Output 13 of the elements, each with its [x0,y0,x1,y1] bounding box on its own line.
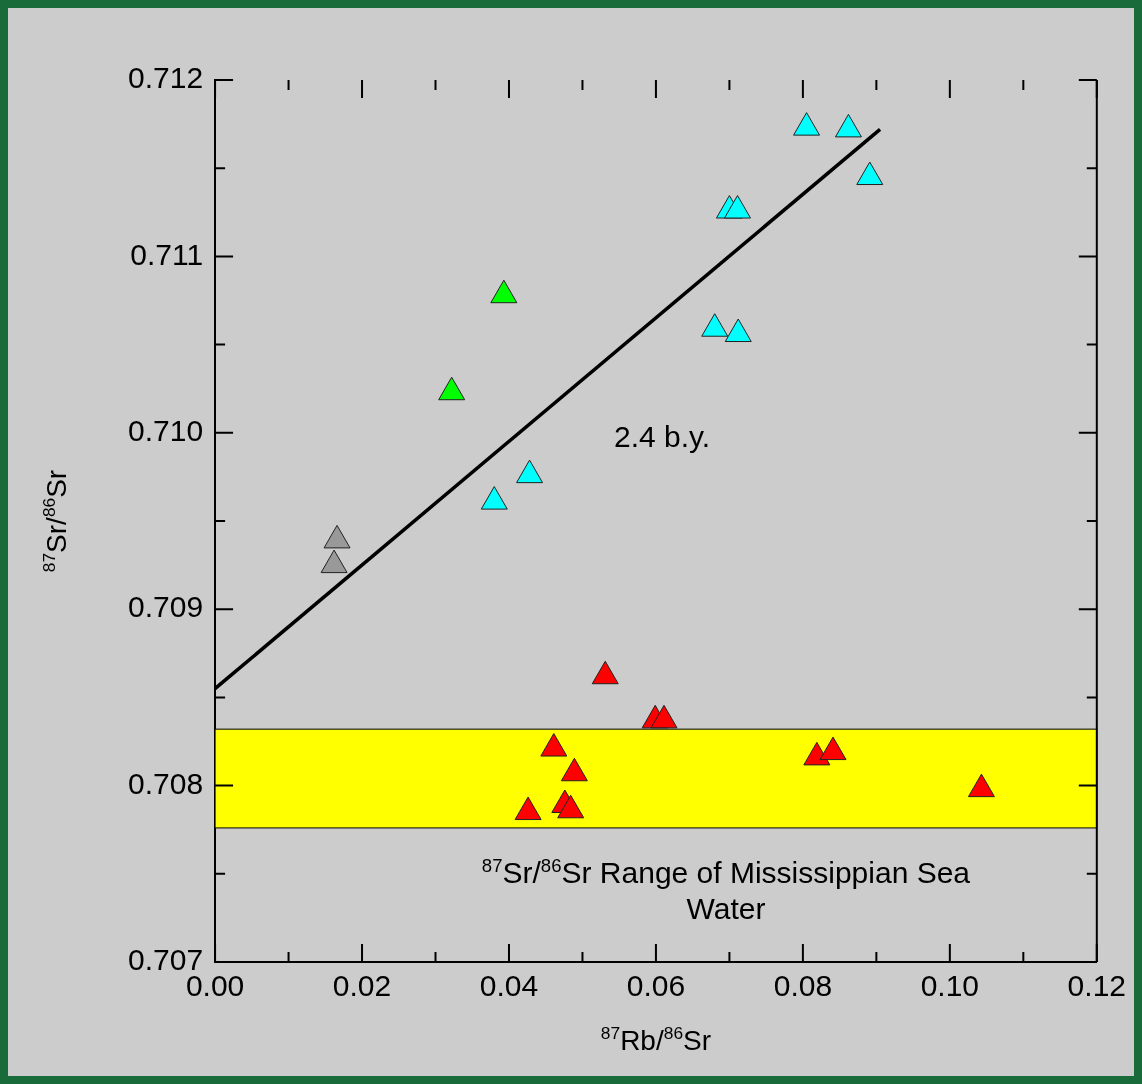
annotation: 2.4 b.y. [614,420,711,454]
y-tick-label: 0.711 [130,237,204,271]
y-tick-label: 0.710 [128,414,204,448]
x-tick-label: 0.06 [626,969,686,1003]
x-tick-label: 0.12 [1067,969,1126,1003]
y-tick-label: 0.709 [128,590,204,624]
x-tick-label: 0.02 [332,969,392,1003]
x-tick-label: 0.10 [920,969,980,1003]
y-tick-label: 0.708 [128,766,204,800]
y-axis-title: 87Sr/86Sr [39,469,72,573]
x-tick-label: 0.08 [773,969,833,1003]
x-tick-label: 0.04 [479,969,539,1003]
y-tick-label: 0.712 [128,61,204,95]
